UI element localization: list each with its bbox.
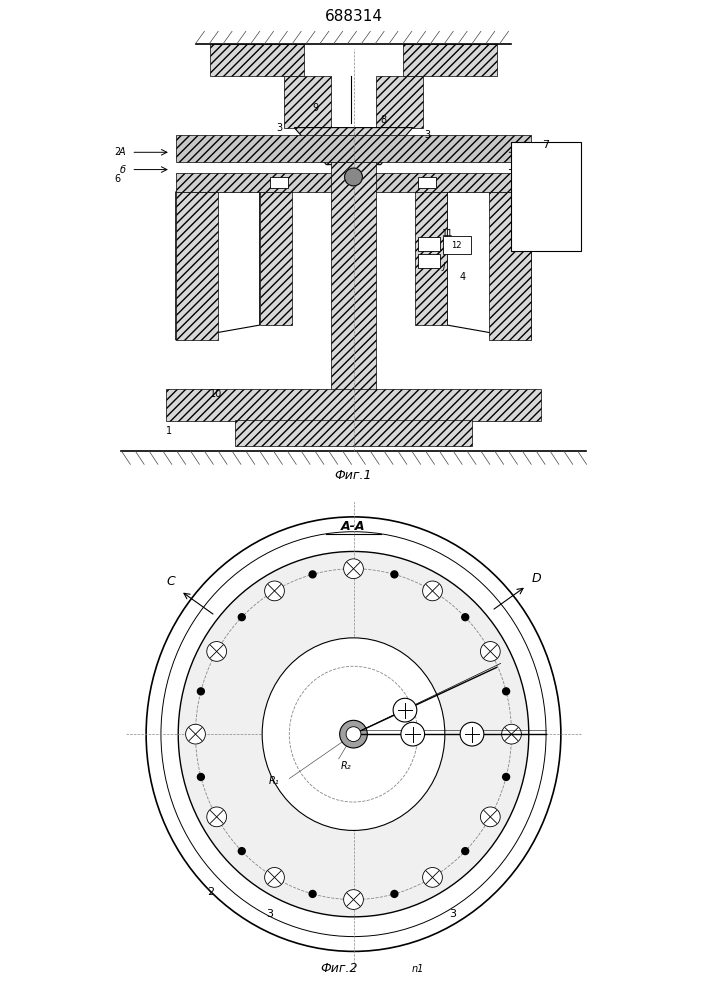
Circle shape [502, 724, 521, 744]
Bar [166, 389, 541, 421]
Text: 5: 5 [549, 165, 555, 175]
Circle shape [503, 773, 510, 780]
Bar [443, 236, 471, 254]
Text: 7: 7 [542, 140, 549, 150]
Circle shape [206, 642, 226, 661]
Bar [259, 192, 292, 325]
Circle shape [481, 807, 501, 827]
Bar [176, 192, 218, 340]
Bar [210, 44, 304, 76]
Bar [269, 177, 288, 188]
Text: 688314: 688314 [325, 9, 382, 24]
Text: 2: 2 [114, 147, 120, 157]
Bar [511, 142, 580, 251]
Bar [334, 163, 373, 177]
Circle shape [462, 614, 469, 621]
Circle shape [481, 642, 501, 661]
Bar [418, 177, 436, 188]
Bar [235, 420, 472, 446]
Text: 3: 3 [266, 909, 273, 919]
Bar [403, 44, 497, 76]
Text: Фиг.1: Фиг.1 [334, 469, 373, 482]
Circle shape [238, 614, 245, 621]
Circle shape [393, 698, 417, 722]
Circle shape [391, 890, 398, 897]
Circle shape [344, 559, 363, 579]
Circle shape [401, 722, 425, 746]
Text: 8: 8 [380, 115, 387, 125]
Circle shape [423, 868, 443, 887]
Ellipse shape [178, 551, 529, 917]
Circle shape [344, 890, 363, 909]
Bar [489, 192, 531, 340]
Bar [176, 173, 531, 192]
Circle shape [186, 724, 205, 744]
Circle shape [264, 581, 284, 601]
Bar [176, 135, 531, 162]
Text: J: J [443, 262, 445, 271]
Text: 12: 12 [451, 241, 462, 250]
Circle shape [423, 581, 443, 601]
Circle shape [309, 571, 316, 578]
Ellipse shape [146, 517, 561, 951]
Text: 9: 9 [312, 103, 319, 113]
Circle shape [238, 848, 245, 855]
Text: R₂: R₂ [340, 761, 351, 771]
Polygon shape [294, 128, 413, 165]
Bar [332, 162, 375, 409]
Circle shape [460, 722, 484, 746]
Text: 1: 1 [166, 426, 172, 436]
Circle shape [339, 720, 368, 748]
Circle shape [206, 807, 226, 827]
Text: 4: 4 [460, 272, 466, 282]
Circle shape [309, 890, 316, 897]
Circle shape [197, 773, 204, 780]
Circle shape [503, 688, 510, 695]
Text: R₁: R₁ [269, 776, 279, 786]
Bar [284, 76, 332, 128]
Text: А: А [119, 147, 125, 157]
Text: 11: 11 [443, 229, 454, 238]
Ellipse shape [161, 532, 546, 937]
Polygon shape [448, 192, 531, 340]
Circle shape [391, 571, 398, 578]
Text: C: C [166, 575, 175, 588]
Circle shape [462, 848, 469, 855]
Text: 3: 3 [424, 130, 431, 140]
Polygon shape [176, 192, 259, 340]
Text: б: б [119, 165, 125, 175]
Ellipse shape [262, 638, 445, 830]
Text: 2: 2 [206, 887, 214, 897]
Text: А-А: А-А [341, 520, 366, 533]
Circle shape [197, 688, 204, 695]
Circle shape [264, 868, 284, 887]
Circle shape [344, 168, 363, 186]
Bar [418, 237, 440, 251]
Text: 3: 3 [449, 909, 456, 919]
Bar [418, 254, 440, 268]
Text: Фиг.2: Фиг.2 [320, 962, 358, 975]
Text: D: D [532, 572, 541, 585]
Text: А: А [549, 147, 555, 157]
Bar [415, 192, 448, 325]
Text: 3: 3 [276, 123, 283, 133]
Text: 6: 6 [114, 174, 120, 184]
Circle shape [346, 727, 361, 742]
Text: 10: 10 [211, 389, 223, 399]
Bar [375, 76, 423, 128]
Text: n1: n1 [411, 964, 424, 974]
